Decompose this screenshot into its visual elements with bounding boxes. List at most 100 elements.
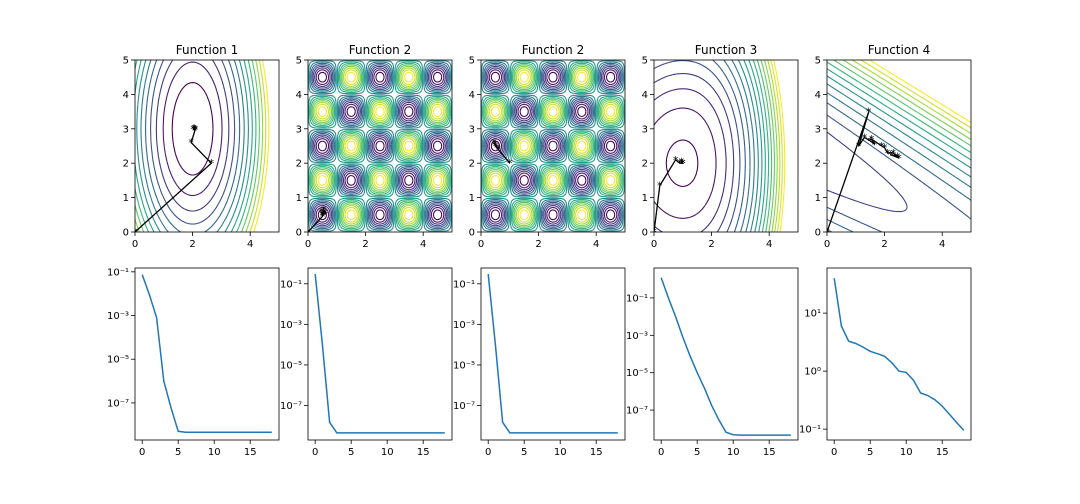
convergence-4-ytick-label: 10⁻³ <box>626 331 648 342</box>
subplot-title-1: Function 1 <box>176 43 239 57</box>
contour-level-line <box>310 62 450 230</box>
contour-level-line <box>484 64 622 228</box>
contour-level-line <box>654 60 741 232</box>
contour-5-xtick-label: 4 <box>939 239 945 250</box>
contour-2-ytick-label: 5 <box>296 56 302 67</box>
convergence-5-ytick-label: 10⁻¹ <box>799 425 821 436</box>
contour-level-line <box>827 75 971 169</box>
convergence-2-xtick-label: 5 <box>348 447 354 458</box>
convergence-5-ytick-label: 10⁰ <box>804 367 821 378</box>
trajectory-star-marker: * <box>680 157 686 170</box>
trajectory-star-marker: * <box>680 157 686 170</box>
trajectory-star-marker: * <box>673 154 679 167</box>
contour-level-line <box>770 60 783 232</box>
convergence-4-ytick-label: 10⁻⁵ <box>626 368 648 379</box>
trajectory-star-marker: * <box>305 226 311 239</box>
convergence-axes-frame-4 <box>653 267 799 441</box>
subplot-title-4: Function 3 <box>695 43 758 57</box>
convergence-axes-frame-1 <box>134 267 280 441</box>
contour-level-line <box>135 60 264 232</box>
convergence-1-ytick-label: 10⁻³ <box>107 311 129 322</box>
contour-level-line <box>317 71 443 221</box>
contour-2-xtick-label: 4 <box>420 239 426 250</box>
contour-level-line <box>315 69 445 223</box>
contour-plot-4: ******* <box>651 60 786 239</box>
contour-3-xtick-label: 0 <box>478 239 484 250</box>
optimizer-trajectory-line <box>493 142 511 164</box>
subplot-title-2: Function 2 <box>349 43 412 57</box>
contour-2-xtick-label: 0 <box>305 239 311 250</box>
contour-4-ytick-label: 3 <box>642 124 648 135</box>
trajectory-star-marker: * <box>824 226 830 239</box>
contour-4-ytick-label: 4 <box>642 90 648 101</box>
convergence-4-ytick-label: 10⁻¹ <box>626 293 648 304</box>
contour-level-line <box>135 60 260 232</box>
contour-axes-frame-1 <box>134 59 280 233</box>
contour-3-ytick-label: 0 <box>469 228 475 239</box>
convergence-5-xtick-label: 15 <box>936 447 949 458</box>
contour-level-line <box>773 60 786 232</box>
contour-2-ytick-label: 2 <box>296 159 302 170</box>
trajectory-star-marker: * <box>885 147 891 160</box>
contour-level-line <box>827 61 971 154</box>
convergence-2-xtick-label: 0 <box>312 447 318 458</box>
convergence-2-ytick-label: 10⁻¹ <box>280 279 302 290</box>
contour-level-line <box>488 69 618 223</box>
contour-axes-frame-4 <box>653 59 799 233</box>
convergence-5-xtick-label: 5 <box>867 447 873 458</box>
contour-4-ytick-label: 5 <box>642 56 648 67</box>
contour-5-xtick-label: 0 <box>824 239 830 250</box>
convergence-1-ytick-label: 10⁻⁷ <box>107 398 129 409</box>
convergence-axes-frame-3 <box>480 267 626 441</box>
convergence-4-xtick-label: 10 <box>727 447 740 458</box>
contour-4-xtick-label: 2 <box>708 239 714 250</box>
trajectory-star-marker: * <box>856 140 862 153</box>
trajectory-star-marker: * <box>869 133 875 146</box>
optimizer-trajectory-line <box>308 207 327 232</box>
contour-level-line <box>483 62 623 230</box>
subplot-title-5: Function 4 <box>868 43 931 57</box>
contour-2-xtick-label: 2 <box>362 239 368 250</box>
contour-level-line <box>743 60 763 232</box>
convergence-2-xtick-label: 15 <box>417 447 430 458</box>
trajectory-star-marker: * <box>320 211 326 224</box>
trajectory-star-marker: * <box>677 157 683 170</box>
contour-1-ytick-label: 4 <box>123 90 129 101</box>
contour-plot-1: ******** <box>135 60 270 232</box>
contour-level-line <box>481 60 625 232</box>
trajectory-star-marker: * <box>193 123 199 136</box>
convergence-5-ytick-label: 10¹ <box>804 309 821 320</box>
trajectory-star-marker: * <box>888 149 894 162</box>
subplot-title-3: Function 2 <box>522 43 585 57</box>
contour-level-line <box>312 65 448 227</box>
contour-level-line <box>140 60 245 232</box>
trajectory-star-marker: * <box>188 137 194 150</box>
convergence-axes-frame-2 <box>307 267 453 441</box>
contour-level-line <box>482 61 624 231</box>
contour-level-line <box>827 102 971 232</box>
contour-level-line <box>487 67 619 225</box>
contour-level-line <box>665 139 699 187</box>
contour-level-line <box>162 61 223 197</box>
trajectory-star-marker: * <box>507 157 513 170</box>
convergence-3-xtick-label: 15 <box>590 447 603 458</box>
convergence-3-ytick-label: 10⁻⁷ <box>453 401 475 412</box>
optimizer-trajectory-line <box>827 111 900 232</box>
contour-1-ytick-label: 0 <box>123 228 129 239</box>
contour-level-line <box>308 60 452 232</box>
contour-level-line <box>483 62 623 230</box>
trajectory-star-marker: * <box>651 226 657 239</box>
convergence-series-line-1 <box>141 274 272 434</box>
contour-level-line <box>309 61 451 231</box>
contour-level-line <box>155 60 230 212</box>
trajectory-star-marker: * <box>895 150 901 163</box>
contour-level-line <box>145 60 241 232</box>
contour-1-xtick-label: 4 <box>247 239 253 250</box>
contour-3-ytick-label: 4 <box>469 90 475 101</box>
convergence-series-line-4 <box>660 277 791 436</box>
contour-3-xtick-label: 4 <box>593 239 599 250</box>
convergence-1-ytick-label: 10⁻⁵ <box>107 355 129 366</box>
trajectory-star-marker: * <box>492 138 498 151</box>
convergence-series-line-2 <box>314 274 445 434</box>
